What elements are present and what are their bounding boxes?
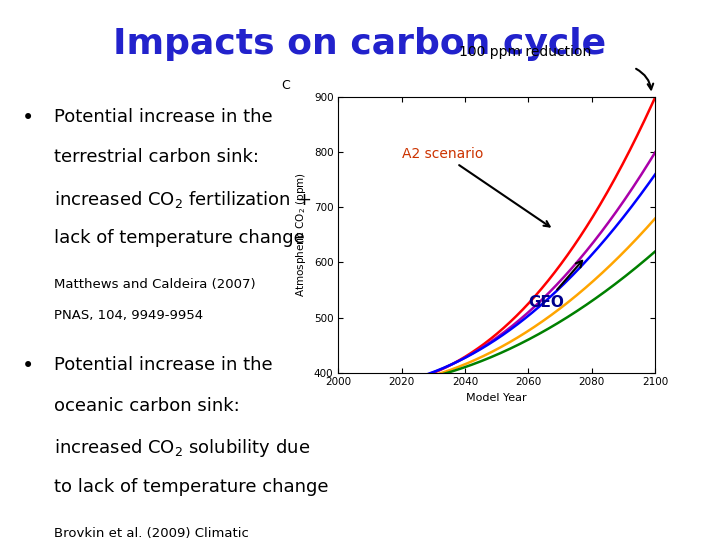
Text: lack of temperature change: lack of temperature change — [54, 230, 305, 247]
Text: Potential increase in the: Potential increase in the — [54, 108, 273, 126]
Text: •: • — [22, 108, 34, 128]
Text: GEO: GEO — [528, 261, 582, 309]
Text: Matthews and Caldeira (2007): Matthews and Caldeira (2007) — [54, 278, 256, 291]
Text: PNAS, 104, 9949-9954: PNAS, 104, 9949-9954 — [54, 309, 203, 322]
Text: increased CO$_2$ fertilization +: increased CO$_2$ fertilization + — [54, 189, 311, 210]
Text: to lack of temperature change: to lack of temperature change — [54, 478, 328, 496]
X-axis label: Model Year: Model Year — [467, 393, 527, 403]
Text: 100 ppm reduction: 100 ppm reduction — [459, 45, 592, 59]
Text: Brovkin et al. (2009) Climatic: Brovkin et al. (2009) Climatic — [54, 526, 249, 539]
Y-axis label: Atmospheric CO$_2$ (ppm): Atmospheric CO$_2$ (ppm) — [294, 172, 308, 298]
Text: •: • — [22, 356, 34, 376]
Text: oceanic carbon sink:: oceanic carbon sink: — [54, 397, 240, 415]
Text: A2 scenario: A2 scenario — [402, 147, 549, 226]
Text: C: C — [282, 79, 290, 92]
Text: increased CO$_2$ solubility due: increased CO$_2$ solubility due — [54, 437, 310, 460]
Text: terrestrial carbon sink:: terrestrial carbon sink: — [54, 148, 259, 166]
Text: Potential increase in the: Potential increase in the — [54, 356, 273, 374]
Text: Impacts on carbon cycle: Impacts on carbon cycle — [114, 27, 606, 61]
